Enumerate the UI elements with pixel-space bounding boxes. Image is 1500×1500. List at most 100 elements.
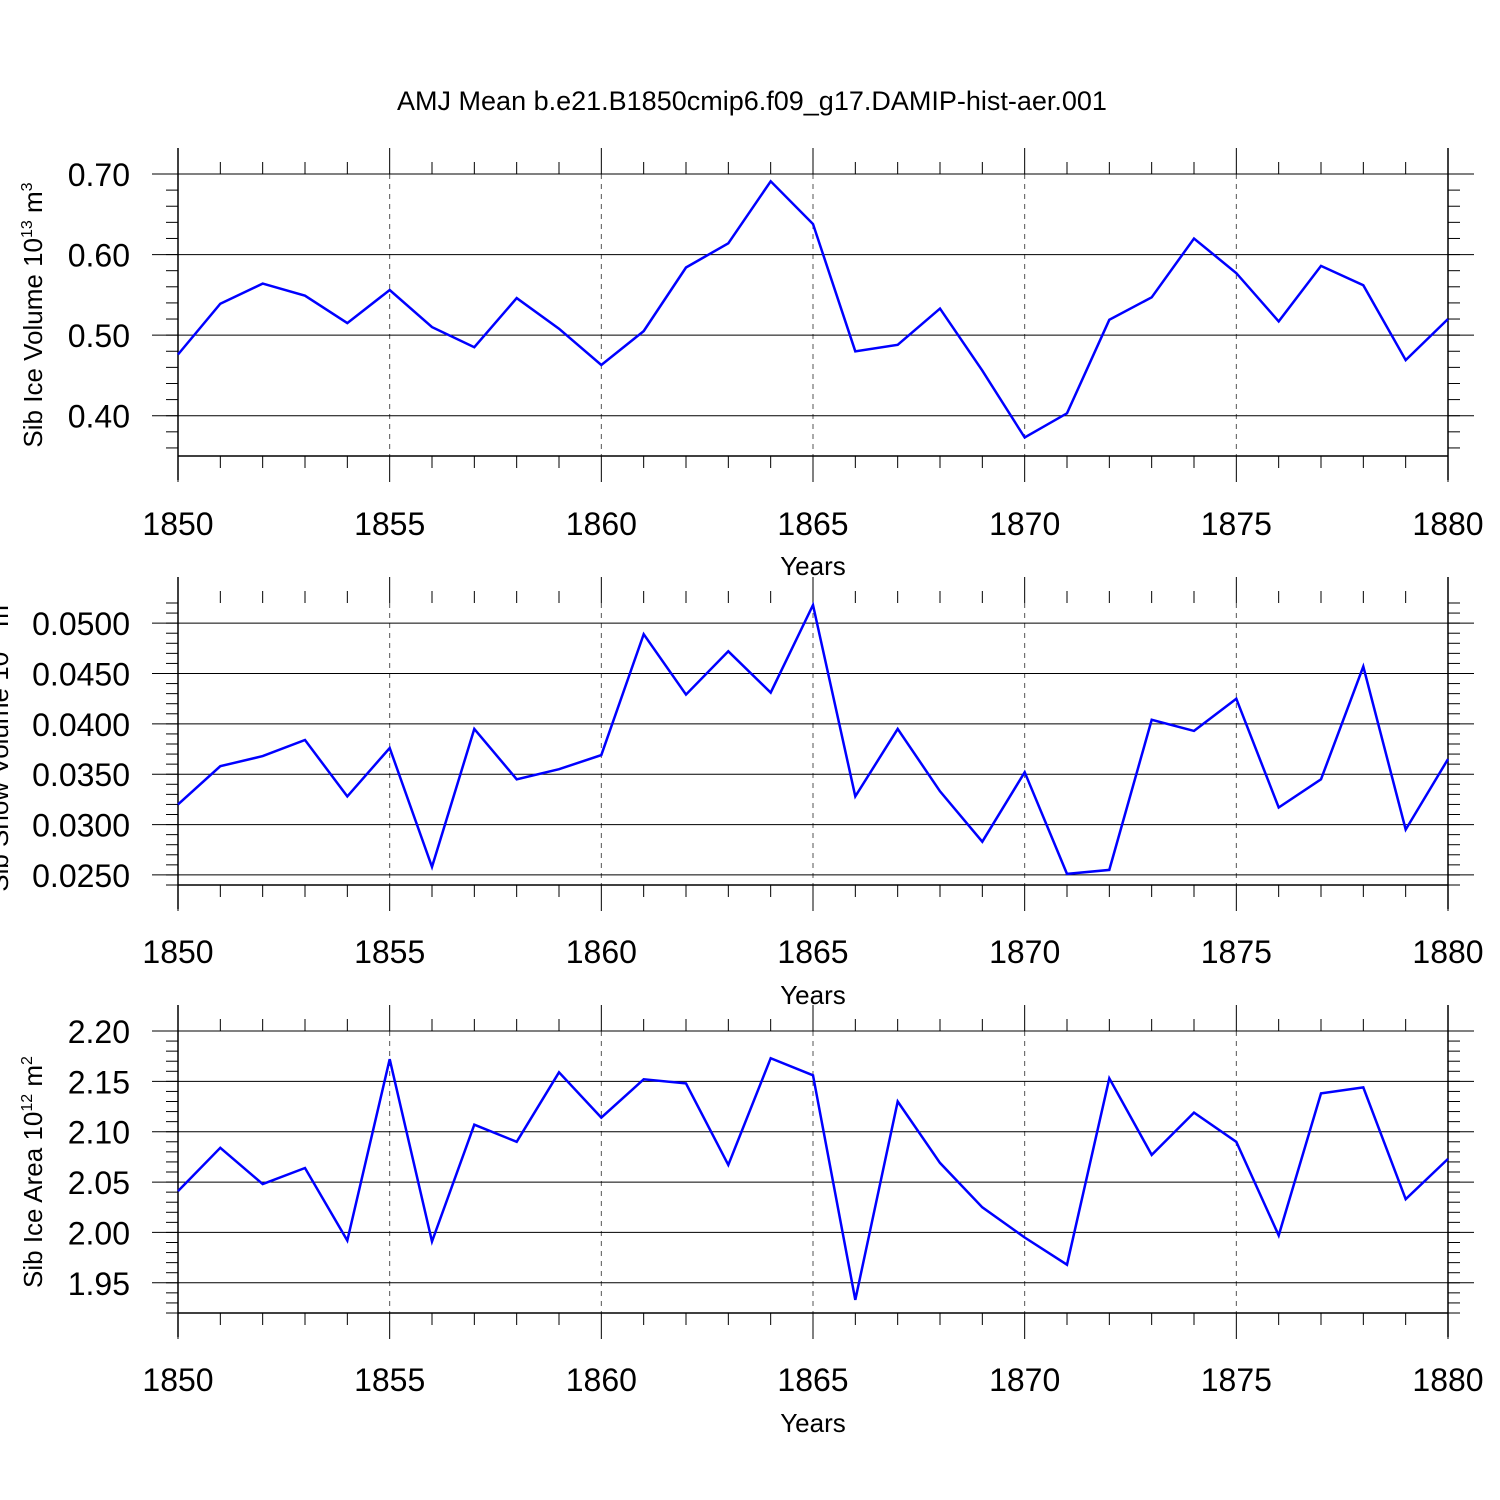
data-point xyxy=(515,296,519,300)
data-point xyxy=(1361,1085,1365,1089)
x-tick-label: 1860 xyxy=(566,934,637,970)
data-point xyxy=(1404,358,1408,362)
data-point xyxy=(896,1100,900,1104)
data-point xyxy=(1234,1140,1238,1144)
x-tick-label: 1875 xyxy=(1201,506,1272,542)
y-tick-label: 2.20 xyxy=(68,1014,130,1050)
chart-panel-1: 0.40 0.50 0.60 0.70 1850 1855 1860 1865 1870 1875… xyxy=(18,148,1484,581)
data-point xyxy=(1150,718,1154,722)
y-axis-title: Sib Ice Volume 1013 m3 xyxy=(18,182,48,447)
x-tick-label: 1865 xyxy=(777,506,848,542)
data-point xyxy=(1404,1197,1408,1201)
data-point xyxy=(642,1077,646,1081)
y-tick-label: 2.00 xyxy=(68,1215,130,1251)
data-point xyxy=(515,777,519,781)
y-tick-label: 2.10 xyxy=(68,1115,130,1151)
y-axis-title: Sib Snow Volume 1013 m3 xyxy=(0,596,14,892)
x-tick-label: 1855 xyxy=(354,934,425,970)
data-point xyxy=(176,802,180,806)
x-tick-label: 1870 xyxy=(989,934,1060,970)
data-point xyxy=(1150,295,1154,299)
data-point xyxy=(1065,411,1069,415)
x-tick-label: 1880 xyxy=(1412,506,1483,542)
data-point xyxy=(980,369,984,373)
x-tick-label: 1855 xyxy=(354,1362,425,1398)
data-point xyxy=(726,1163,730,1167)
data-point xyxy=(769,1056,773,1060)
data-point xyxy=(1107,1076,1111,1080)
data-point xyxy=(1277,319,1281,323)
data-point xyxy=(684,1081,688,1085)
data-point xyxy=(388,288,392,292)
data-point xyxy=(472,1123,476,1127)
x-tick-label: 1875 xyxy=(1201,1362,1272,1398)
data-point xyxy=(1065,1263,1069,1267)
data-point xyxy=(726,241,730,245)
data-point xyxy=(938,1161,942,1165)
x-tick-label: 1870 xyxy=(989,506,1060,542)
data-point xyxy=(218,302,222,306)
data-point xyxy=(303,1166,307,1170)
series-line xyxy=(177,179,1449,440)
data-point xyxy=(388,1057,392,1061)
x-tick-label: 1875 xyxy=(1201,934,1272,970)
data-point xyxy=(853,794,857,798)
data-point xyxy=(1404,828,1408,832)
chart-panel-3: 1.95 2.00 2.05 2.10 2.15 2.20 1850 1855 1860 1865… xyxy=(18,1005,1484,1438)
x-tick-label: 1860 xyxy=(566,1362,637,1398)
data-point xyxy=(726,649,730,653)
data-point xyxy=(345,1238,349,1242)
data-point xyxy=(218,764,222,768)
data-point xyxy=(557,327,561,331)
data-point xyxy=(1234,271,1238,275)
x-tick-label: 1880 xyxy=(1412,1362,1483,1398)
data-point xyxy=(1192,1111,1196,1115)
data-point xyxy=(176,352,180,356)
data-point xyxy=(1277,805,1281,809)
x-tick-label: 1870 xyxy=(989,1362,1060,1398)
data-point xyxy=(1023,770,1027,774)
data-point xyxy=(1319,777,1323,781)
data-point xyxy=(980,840,984,844)
data-point xyxy=(1446,317,1450,321)
y-tick-label: 0.0350 xyxy=(32,757,130,793)
data-point xyxy=(430,1239,434,1243)
data-point xyxy=(811,222,815,226)
data-point xyxy=(853,349,857,353)
data-point xyxy=(1319,1091,1323,1095)
data-point xyxy=(430,865,434,869)
data-point xyxy=(769,179,773,183)
x-tick-label: 1850 xyxy=(142,934,213,970)
data-point xyxy=(1150,1153,1154,1157)
y-tick-label: 0.60 xyxy=(68,238,130,274)
data-point xyxy=(261,754,265,758)
chart-title: AMJ Mean b.e21.B1850cmip6.f09_g17.DAMIP-… xyxy=(397,86,1107,116)
data-point xyxy=(218,1146,222,1150)
data-point xyxy=(853,1298,857,1302)
series-line xyxy=(177,1056,1449,1301)
data-point xyxy=(896,343,900,347)
data-point xyxy=(684,693,688,697)
data-point xyxy=(388,746,392,750)
data-point xyxy=(1023,1235,1027,1239)
data-point xyxy=(1107,868,1111,872)
data-point xyxy=(261,282,265,286)
data-point xyxy=(1192,236,1196,240)
data-point xyxy=(303,294,307,298)
y-tick-label: 0.70 xyxy=(68,157,130,193)
y-tick-label: 0.50 xyxy=(68,318,130,354)
y-tick-label: 2.05 xyxy=(68,1165,130,1201)
data-point xyxy=(1446,757,1450,761)
data-point xyxy=(769,691,773,695)
data-point xyxy=(557,767,561,771)
data-point xyxy=(1277,1233,1281,1237)
data-point xyxy=(599,363,603,367)
y-axis-title: Sib Ice Area 1012 m2 xyxy=(18,1056,48,1288)
data-point xyxy=(472,727,476,731)
data-point xyxy=(1234,697,1238,701)
data-point xyxy=(1192,729,1196,733)
data-point xyxy=(515,1140,519,1144)
data-point xyxy=(557,1070,561,1074)
x-axis-title: Years xyxy=(780,551,846,581)
